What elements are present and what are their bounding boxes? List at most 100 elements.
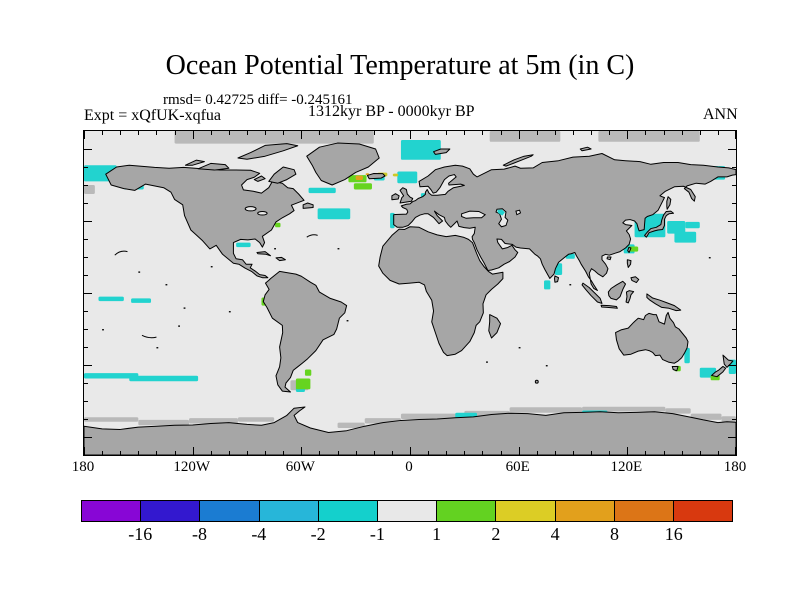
axis-tick [732, 329, 736, 330]
axis-tick [283, 131, 285, 135]
anomaly-patch [308, 187, 336, 194]
axis-tick [732, 257, 736, 258]
contour-speck-layer [102, 248, 711, 367]
longitude-tick-label: 180 [71, 459, 95, 475]
tasmania [672, 366, 678, 370]
axis-tick [732, 275, 736, 276]
axis-tick [573, 131, 574, 135]
grid-mask-block [582, 406, 666, 412]
colorbar-cell [555, 501, 615, 521]
stats-line: rmsd= 0.42725 diff= -0.245161 [163, 92, 353, 108]
axis-tick [663, 451, 665, 455]
anomaly-patch [684, 347, 690, 364]
axis-tick [536, 131, 538, 135]
axis-tick [355, 131, 357, 135]
colorbar-tick-label: -8 [192, 524, 208, 544]
anomaly-patch [667, 221, 686, 234]
axis-tick [728, 365, 736, 366]
baffin-island [269, 167, 296, 183]
taiwan [628, 247, 631, 252]
axis-tick [84, 311, 88, 312]
grid-mask-block [337, 422, 365, 428]
colorbar-tick-label: 8 [609, 524, 619, 544]
axis-tick [283, 451, 285, 455]
contour-speck [569, 284, 572, 286]
luzon [627, 260, 631, 268]
anomaly-patch [131, 298, 152, 303]
anomaly-patch [84, 373, 139, 379]
java [601, 305, 617, 308]
grid-mask-block [489, 131, 561, 142]
contour-arc [307, 235, 318, 237]
grid-mask-block [84, 185, 95, 194]
longitude-tick-label: 180 [723, 459, 747, 475]
axis-tick [102, 131, 104, 135]
axis-tick [84, 275, 88, 276]
axis-tick [609, 451, 611, 455]
anomaly-patch [397, 171, 418, 184]
cuba [257, 252, 271, 256]
world-map [84, 131, 736, 455]
axis-tick [84, 149, 92, 150]
axis-tick [732, 203, 736, 204]
grid-mask-block [721, 416, 736, 422]
axis-tick [84, 383, 88, 384]
axis-tick [645, 451, 647, 455]
longitude-tick-label: 60E [505, 459, 530, 475]
anomaly-patch [129, 375, 199, 382]
contour-speck [708, 257, 711, 259]
axis-tick [410, 131, 411, 139]
axis-tick [156, 131, 158, 135]
contour-speck [156, 347, 159, 349]
axis-tick [732, 185, 736, 186]
mindanao [631, 277, 639, 283]
axis-tick [192, 131, 194, 139]
great-lake-west [245, 207, 256, 211]
colorbar-cell [673, 501, 733, 521]
contour-speck [228, 311, 231, 313]
borneo [608, 281, 625, 300]
contour-speck [183, 307, 186, 309]
axis-tick [573, 451, 574, 455]
anomaly-patch [544, 280, 551, 290]
iceland [367, 173, 385, 178]
axis-tick [732, 401, 736, 402]
eurasia [394, 154, 736, 291]
season-label: ANN [703, 106, 738, 123]
axis-tick [518, 131, 520, 139]
axis-tick [301, 447, 303, 455]
longitude-tick-label: 60W [285, 459, 315, 475]
hispaniola [276, 257, 285, 260]
south-america [263, 271, 346, 392]
grid-mask-block [138, 419, 190, 426]
axis-tick [609, 131, 611, 135]
anomaly-patch [355, 175, 363, 180]
axis-tick [699, 451, 701, 455]
period-label: 1312kyr BP - 0000kyr BP [308, 103, 475, 120]
longitude-tick-label: 120W [173, 459, 210, 475]
axis-tick [500, 451, 502, 455]
colorbar-cell [377, 501, 438, 521]
lakes-layer [245, 207, 520, 227]
britain [400, 188, 413, 203]
axis-tick [482, 131, 484, 135]
axis-tick [717, 131, 719, 135]
axis-tick [84, 221, 92, 222]
grid-mask-block [509, 407, 583, 413]
axis-tick [319, 131, 321, 135]
axis-tick [373, 451, 375, 455]
axis-tick [138, 131, 140, 135]
axis-tick [84, 131, 85, 139]
victoria-island [198, 163, 229, 170]
axis-tick [84, 257, 88, 258]
newfoundland [303, 203, 313, 208]
world-map-panel [83, 130, 737, 456]
aral-sea [516, 210, 521, 215]
axis-tick [84, 329, 88, 330]
colorbar-tick-label: -16 [128, 524, 153, 544]
black-sea [462, 211, 486, 218]
axis-tick [728, 293, 736, 294]
africa [379, 227, 503, 356]
axis-tick [681, 451, 683, 455]
continents-layer [84, 143, 736, 455]
